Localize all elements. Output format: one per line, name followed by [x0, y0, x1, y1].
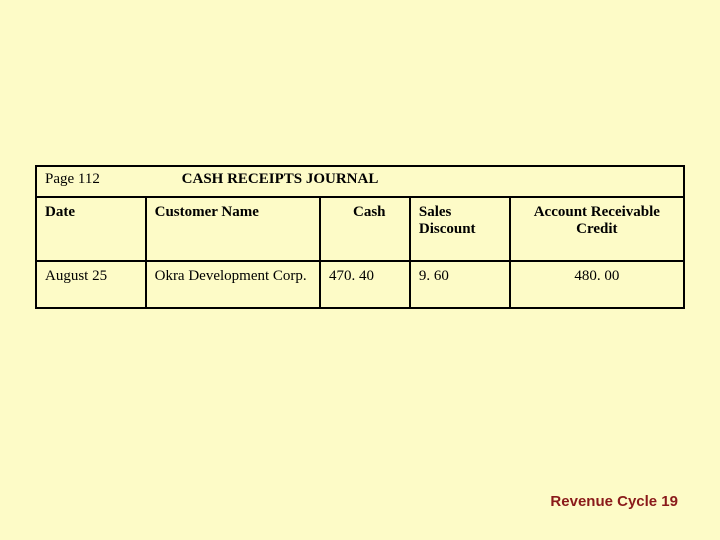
- cell-date: August 25: [36, 261, 146, 308]
- col-header-account-receivable: Account Receivable Credit: [510, 197, 684, 261]
- slide-footer: Revenue Cycle 19: [550, 493, 678, 510]
- col-header-customer: Customer Name: [146, 197, 320, 261]
- journal-title: CASH RECEIPTS JOURNAL: [104, 171, 457, 188]
- table-header-row: Date Customer Name Cash Sales Discount A…: [36, 197, 684, 261]
- cell-account-receivable-credit: 480. 00: [510, 261, 684, 308]
- ar-line2: Credit: [576, 221, 617, 237]
- col-header-date: Date: [36, 197, 146, 261]
- col-header-cash-text: Cash: [329, 204, 386, 220]
- table-row: August 25 Okra Development Corp. 470. 40…: [36, 261, 684, 308]
- ar-line1: Account Receivable: [534, 204, 660, 220]
- cell-cash: 470. 40: [320, 261, 410, 308]
- col-header-sales-discount: Sales Discount: [410, 197, 510, 261]
- table-title-cell: Page 112 CASH RECEIPTS JOURNAL: [36, 166, 684, 197]
- cash-receipts-journal-table: Page 112 CASH RECEIPTS JOURNAL Date Cust…: [35, 165, 685, 309]
- cell-sales-discount: 9. 60: [410, 261, 510, 308]
- page-number-label: Page 112: [45, 171, 100, 187]
- sales-discount-line2: Discount: [419, 221, 476, 237]
- col-header-cash: Cash: [320, 197, 410, 261]
- cell-customer: Okra Development Corp.: [146, 261, 320, 308]
- slide: Page 112 CASH RECEIPTS JOURNAL Date Cust…: [0, 0, 720, 540]
- table-title-row: Page 112 CASH RECEIPTS JOURNAL: [36, 166, 684, 197]
- sales-discount-line1: Sales: [419, 204, 452, 220]
